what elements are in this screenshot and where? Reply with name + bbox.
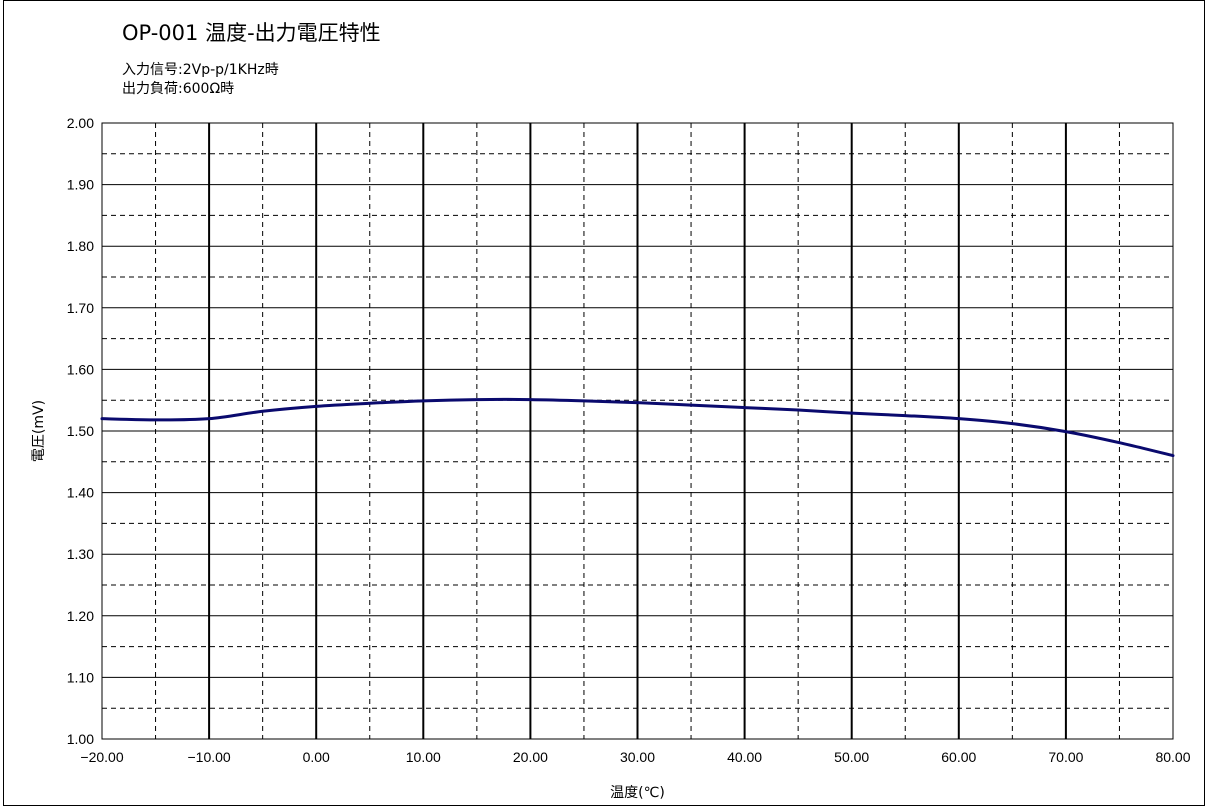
series-line <box>100 397 1175 458</box>
chart-title: OP-001 温度-出力電圧特性 <box>122 21 381 45</box>
y-tick-label: 1.10 <box>67 669 94 685</box>
x-tick-label: 80.00 <box>1155 749 1190 765</box>
x-tick-label: 70.00 <box>1048 749 1083 765</box>
grid <box>102 123 1173 739</box>
y-tick-label: 1.40 <box>67 485 94 501</box>
x-tick-label: 30.00 <box>620 749 655 765</box>
y-tick-labels: 1.00 1.10 1.20 1.30 1.40 1.50 1.60 1.70 1.80 1.90… <box>67 115 94 747</box>
x-tick-label: 0.00 <box>303 749 330 765</box>
y-tick-label: 1.60 <box>67 361 94 377</box>
x-tick-label: −10.00 <box>187 749 230 765</box>
x-tick-label: −20.00 <box>80 749 123 765</box>
condition-output-load: 出力負荷:600Ω時 <box>122 81 235 97</box>
x-tick-label: 60.00 <box>941 749 976 765</box>
y-tick-label: 1.00 <box>67 731 94 747</box>
y-tick-label: 1.20 <box>67 608 94 624</box>
x-tick-label: 40.00 <box>727 749 762 765</box>
plot-area <box>101 122 1174 740</box>
y-tick-label: 1.90 <box>67 177 94 193</box>
x-tick-labels: −20.00 −10.00 0.00 10.00 20.00 30.00 40.00 50.0… <box>80 749 1190 765</box>
x-tick-label: 50.00 <box>834 749 869 765</box>
x-tick-label: 20.00 <box>513 749 548 765</box>
condition-input-signal: 入力信号:2Vp-p/1KHz時 <box>122 62 279 78</box>
y-tick-label: 1.50 <box>67 423 94 439</box>
x-axis-label: 温度(℃) <box>610 785 665 801</box>
y-tick-label: 1.80 <box>67 238 94 254</box>
y-tick-label: 2.00 <box>67 115 94 131</box>
y-tick-label: 1.70 <box>67 300 94 316</box>
y-axis-label: 電圧(mV) <box>31 400 47 462</box>
x-tick-label: 10.00 <box>406 749 441 765</box>
y-tick-label: 1.30 <box>67 546 94 562</box>
